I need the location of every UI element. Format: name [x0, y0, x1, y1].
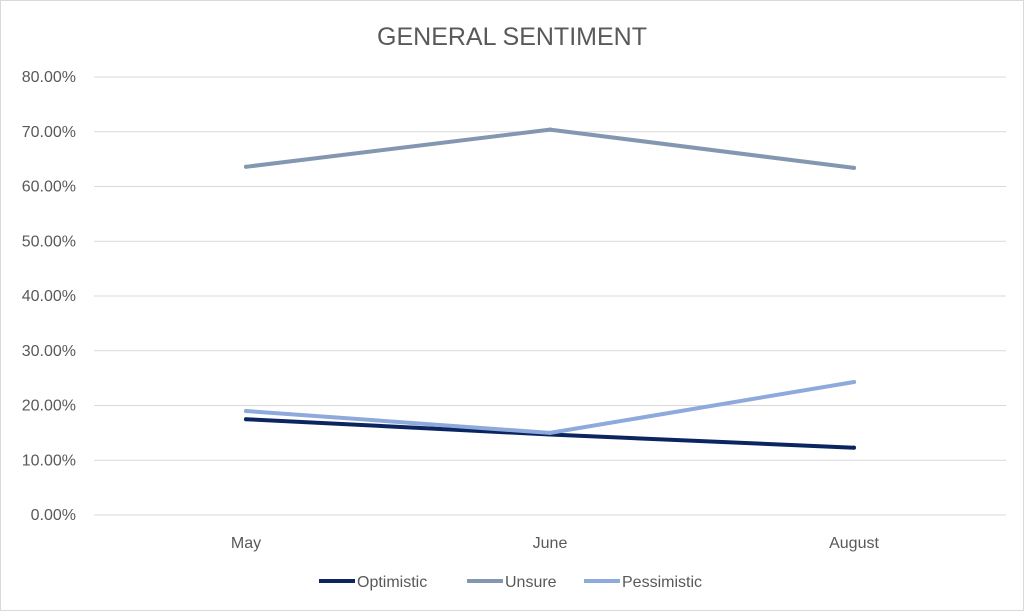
y-tick-label: 10.00%	[22, 452, 76, 469]
legend-label-pessimistic: Pessimistic	[622, 574, 702, 591]
y-tick-label: 60.00%	[22, 179, 76, 196]
y-tick-label: 50.00%	[22, 233, 76, 250]
data-point-optimistic	[244, 417, 248, 422]
gridlines	[94, 76, 1006, 516]
data-point-pessimistic	[548, 430, 552, 435]
legend-label-unsure: Unsure	[505, 574, 557, 591]
x-tick-label: June	[533, 535, 568, 552]
y-tick-label: 20.00%	[22, 398, 76, 415]
y-tick-label: 70.00%	[22, 124, 76, 141]
y-tick-label: 80.00%	[22, 69, 76, 86]
data-point-unsure	[852, 165, 856, 170]
data-point-pessimistic	[244, 408, 248, 413]
chart-title: GENERAL SENTIMENT	[377, 23, 647, 51]
y-tick-label: 30.00%	[22, 343, 76, 360]
data-point-unsure	[548, 127, 552, 132]
x-axis-ticks: May June August	[231, 535, 880, 552]
y-axis-ticks: 0.00% 10.00% 20.00% 30.00% 40.00% 50.00% 60.00…	[22, 69, 76, 524]
y-tick-label: 0.00%	[31, 507, 76, 524]
x-tick-label: August	[829, 535, 879, 552]
data-point-unsure	[244, 164, 248, 169]
data-point-optimistic	[852, 445, 856, 450]
series-lines	[244, 127, 856, 450]
y-tick-label: 40.00%	[22, 288, 76, 305]
series-line-unsure	[244, 127, 856, 170]
data-point-pessimistic	[852, 379, 856, 384]
x-tick-label: May	[231, 535, 261, 552]
legend-label-optimistic: Optimistic	[357, 574, 427, 591]
legend: Optimistic Unsure Pessimistic	[319, 574, 702, 591]
